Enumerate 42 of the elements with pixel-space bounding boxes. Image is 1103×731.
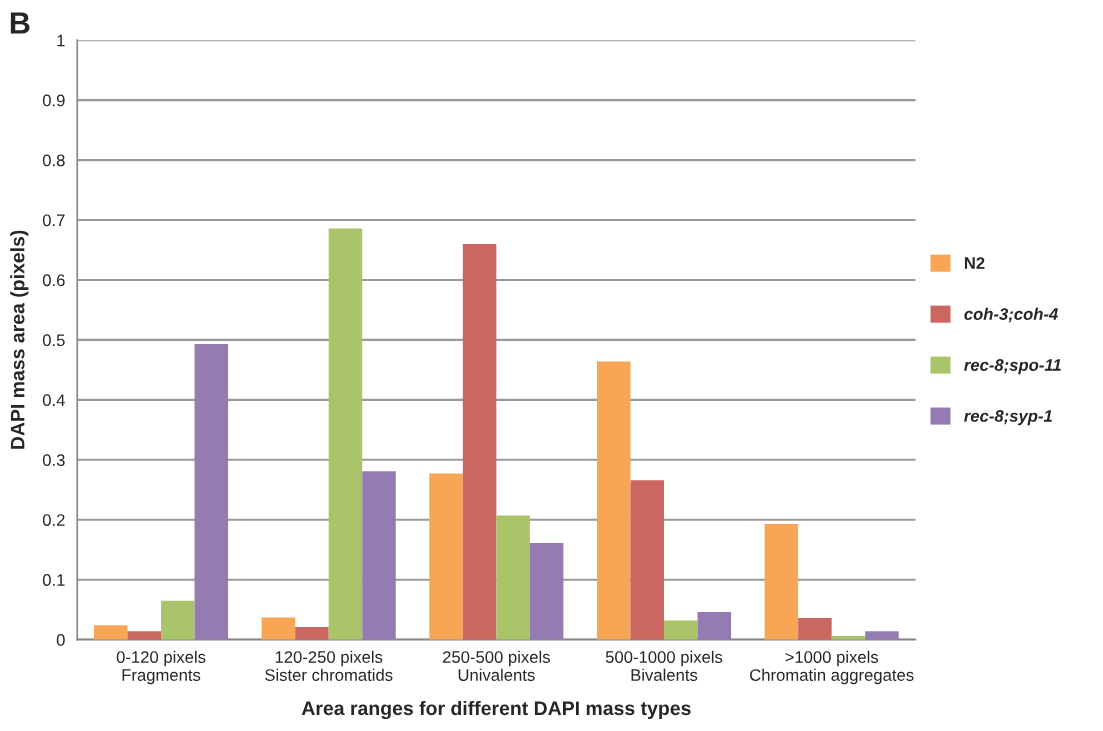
y-tick-label: 0 xyxy=(56,634,65,646)
bar xyxy=(798,618,832,640)
bar xyxy=(429,473,463,640)
bar xyxy=(161,600,195,640)
x-tick-label: 500-1000 pixels Bivalents xyxy=(605,650,723,681)
bar xyxy=(764,523,799,640)
bar xyxy=(496,515,530,640)
y-tick-label: 0.2 xyxy=(42,514,65,526)
bar xyxy=(261,617,296,640)
y-tick-label: 0.4 xyxy=(42,394,65,407)
y-axis-title: DAPI mass area (pixels) xyxy=(10,230,29,449)
y-tick-label: 1 xyxy=(57,34,65,47)
text: B xyxy=(10,12,30,34)
bar xyxy=(462,244,497,640)
y-tick-label: 0.7 xyxy=(42,214,65,227)
legend-label: N2 xyxy=(964,257,985,269)
x-axis-title: Area ranges for different DAPI mass types xyxy=(301,700,691,720)
bar xyxy=(127,631,162,640)
bar xyxy=(697,612,732,640)
legend-label: rec-8;spo-11 xyxy=(964,359,1061,375)
bar xyxy=(664,620,698,640)
y-tick-label: 0.3 xyxy=(42,454,65,466)
bar xyxy=(596,361,631,640)
x-tick-label: 120-250 pixels Sister chromatids xyxy=(265,650,393,681)
legend-label: rec-8;syp-1 xyxy=(964,410,1052,426)
x-tick-label: 250-500 pixels Univalents xyxy=(442,650,550,681)
bar xyxy=(194,344,229,640)
bar xyxy=(295,627,329,640)
bar xyxy=(93,625,128,640)
x-tick-label: 0-120 pixels Fragments xyxy=(116,650,206,685)
y-tick-label: 0.1 xyxy=(42,574,65,586)
y-tick-label: 0.6 xyxy=(42,274,65,287)
x-tick-label: >1000 pixels Chromatin aggregates xyxy=(750,650,914,685)
y-tick-label: 0.5 xyxy=(42,334,65,347)
bar xyxy=(865,631,899,640)
bar xyxy=(328,228,363,640)
bar xyxy=(362,471,396,640)
y-tick-label: 0.8 xyxy=(42,154,65,167)
y-tick-label: 0.9 xyxy=(42,94,65,107)
bar xyxy=(630,480,665,640)
legend-label: coh-3;coh-4 xyxy=(964,307,1058,323)
bar xyxy=(529,543,564,640)
